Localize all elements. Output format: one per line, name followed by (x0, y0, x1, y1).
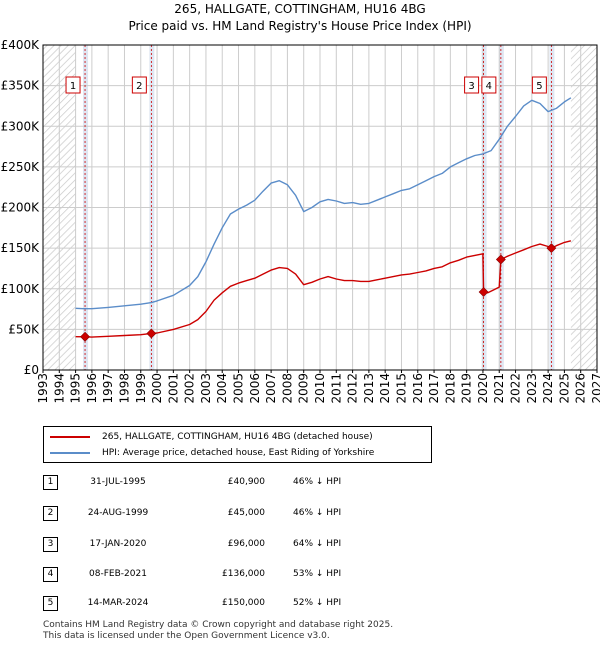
footer-licence: This data is licensed under the Open Gov… (43, 631, 330, 641)
sale-label-box (481, 76, 497, 94)
x-tick-label: 2011 (329, 373, 343, 404)
table-row: 4 08-FEB-2021 £136,000 53% ↓ HPI (43, 567, 443, 585)
sale-hpi: 46% ↓ HPI (293, 508, 342, 518)
sale-number: 1 (43, 475, 58, 490)
legend-blue-label: HPI: Average price, detached house, East… (102, 448, 375, 458)
sale-price: £45,000 (227, 508, 265, 518)
x-tick-label: 2020 (476, 373, 490, 404)
x-tick-label: 2022 (509, 373, 523, 404)
x-tick-label: 1995 (69, 373, 83, 404)
x-tick-label: 2016 (411, 373, 425, 404)
x-tick-label: 2019 (460, 373, 474, 404)
x-tick-label: 2021 (492, 373, 506, 404)
sale-date: 14-MAR-2024 (87, 598, 149, 608)
y-tick-label: £250K (1, 160, 41, 174)
x-tick-label: 2025 (557, 373, 571, 404)
x-tick-label: 2014 (378, 373, 392, 404)
sale-label-number: 4 (486, 81, 492, 92)
y-tick-label: £100K (1, 282, 41, 296)
sale-point (546, 243, 557, 254)
y-tick-label: £50K (8, 322, 40, 336)
x-tick-label: 2023 (525, 373, 539, 404)
x-tick-label: 2024 (541, 373, 555, 404)
sale-date: 31-JUL-1995 (90, 477, 146, 487)
x-tick-label: 2002 (183, 373, 197, 404)
sale-date: 08-FEB-2021 (89, 569, 147, 579)
sale-number: 3 (43, 537, 58, 552)
x-tick-label: 2000 (150, 373, 164, 404)
hpi-line (75, 97, 572, 310)
x-tick-label: 1997 (101, 373, 115, 404)
y-tick-label: £350K (1, 79, 41, 93)
sale-date: 24-AUG-1999 (87, 508, 149, 518)
x-tick-label: 2017 (427, 373, 441, 404)
table-row: 5 14-MAR-2024 £150,000 52% ↓ HPI (43, 596, 443, 614)
x-tick-label: 2004 (215, 373, 229, 404)
y-tick-label: £150K (1, 241, 41, 255)
sale-label-box (65, 76, 81, 94)
x-tick-label: 1993 (36, 373, 50, 404)
sale-hpi: 53% ↓ HPI (293, 569, 342, 579)
chart-subtitle: Price paid vs. HM Land Registry's House … (128, 19, 472, 33)
sale-number: 5 (43, 596, 58, 611)
x-tick-label: 2015 (394, 373, 408, 404)
sale-price: £40,900 (227, 477, 265, 487)
x-tick-label: 2013 (362, 373, 376, 404)
x-tick-label: 1994 (52, 373, 66, 404)
legend-blue-swatch (50, 452, 90, 454)
x-tick-label: 2008 (280, 373, 294, 404)
sale-point (146, 328, 157, 339)
y-tick-label: £300K (1, 119, 41, 133)
sale-label-box (531, 76, 547, 94)
price-chart: 1 2 3 4 5 £0 £50K £100K £150K £200K £250K £300K £35… (1, 38, 600, 404)
footer-copyright: Contains HM Land Registry data © Crown c… (43, 620, 394, 630)
sale-number: 2 (43, 506, 58, 521)
sale-hpi: 46% ↓ HPI (293, 477, 342, 487)
sale-number: 4 (43, 567, 58, 582)
x-tick-label: 2003 (199, 373, 213, 404)
sale-hpi: 52% ↓ HPI (293, 598, 342, 608)
sale-point (478, 287, 489, 297)
x-tick-label: 2005 (232, 373, 246, 404)
sale-price: £150,000 (222, 598, 265, 608)
sale-label-number: 5 (536, 81, 542, 92)
sale-label-number: 1 (70, 81, 76, 92)
table-row: 2 24-AUG-1999 £45,000 46% ↓ HPI (43, 506, 443, 524)
sale-label-box (131, 76, 147, 94)
x-tick-label: 2012 (346, 373, 360, 404)
legend: 265, HALLGATE, COTTINGHAM, HU16 4BG (det… (43, 426, 432, 463)
sale-label-number: 3 (468, 81, 474, 92)
table-row: 3 17-JAN-2020 £96,000 64% ↓ HPI (43, 537, 443, 555)
x-tick-label: 1996 (85, 373, 99, 404)
x-tick-label: 2027 (590, 373, 600, 404)
sale-hpi: 64% ↓ HPI (293, 539, 342, 549)
legend-red-label: 265, HALLGATE, COTTINGHAM, HU16 4BG (det… (102, 432, 373, 442)
sale-date: 17-JAN-2020 (89, 539, 147, 549)
sale-point (80, 331, 90, 342)
x-tick-label: 2006 (248, 373, 262, 404)
x-tick-label: 2007 (264, 373, 278, 404)
x-tick-label: 2010 (313, 373, 327, 404)
table-row: 1 31-JUL-1995 £40,900 46% ↓ HPI (43, 475, 443, 493)
legend-red-swatch (50, 436, 90, 438)
y-tick-label: £0 (24, 363, 39, 377)
sale-point (495, 254, 506, 265)
chart-title: 265, HALLGATE, COTTINGHAM, HU16 4BG (174, 2, 426, 16)
x-tick-label: 2026 (574, 373, 588, 404)
y-tick-label: £200K (1, 201, 41, 215)
x-tick-label: 1998 (117, 373, 131, 404)
sale-label-number: 2 (136, 81, 142, 92)
x-tick-label: 1999 (134, 373, 148, 404)
sale-label-box (464, 76, 480, 94)
sale-price: £96,000 (227, 539, 265, 549)
x-tick-label: 2009 (297, 373, 311, 404)
x-tick-label: 2018 (443, 373, 457, 404)
sale-price: £136,000 (222, 569, 265, 579)
x-tick-label: 2001 (166, 373, 180, 404)
y-tick-label: £400K (1, 38, 41, 52)
